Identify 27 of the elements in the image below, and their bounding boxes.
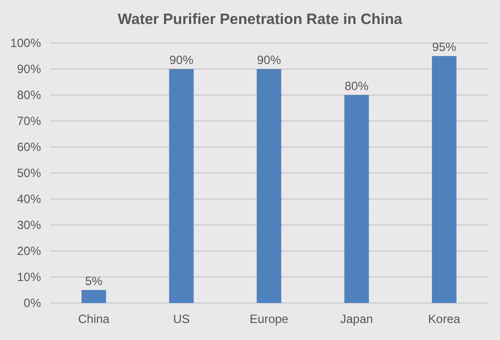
x-tick-label: Europe xyxy=(250,312,289,326)
bar xyxy=(344,95,369,303)
y-tick-label: 60% xyxy=(16,140,42,154)
bar xyxy=(169,69,194,303)
y-tick-label: 10% xyxy=(16,270,42,284)
x-tick-label: China xyxy=(78,312,110,326)
y-tick-label: 100% xyxy=(10,36,42,50)
x-tick-label: Japan xyxy=(340,312,373,326)
data-label: 90% xyxy=(169,53,194,67)
y-tick-label: 90% xyxy=(16,62,42,76)
data-label: 80% xyxy=(344,79,369,93)
x-tick-label: US xyxy=(173,312,190,326)
y-tick-label: 0% xyxy=(24,296,42,310)
data-label: 5% xyxy=(85,274,103,288)
y-tick-label: 70% xyxy=(16,114,42,128)
bar xyxy=(432,56,456,303)
chart-title: Water Purifier Penetration Rate in China xyxy=(118,11,403,28)
bar xyxy=(82,290,106,303)
bar xyxy=(256,69,282,303)
data-label: 95% xyxy=(432,40,457,54)
y-tick-label: 20% xyxy=(16,244,42,258)
y-tick-label: 50% xyxy=(16,166,42,180)
y-tick-label: 80% xyxy=(16,88,42,102)
y-tick-label: 30% xyxy=(16,218,42,232)
data-label: 90% xyxy=(256,53,282,67)
x-tick-label: Korea xyxy=(428,312,461,326)
y-tick-label: 40% xyxy=(16,192,42,206)
